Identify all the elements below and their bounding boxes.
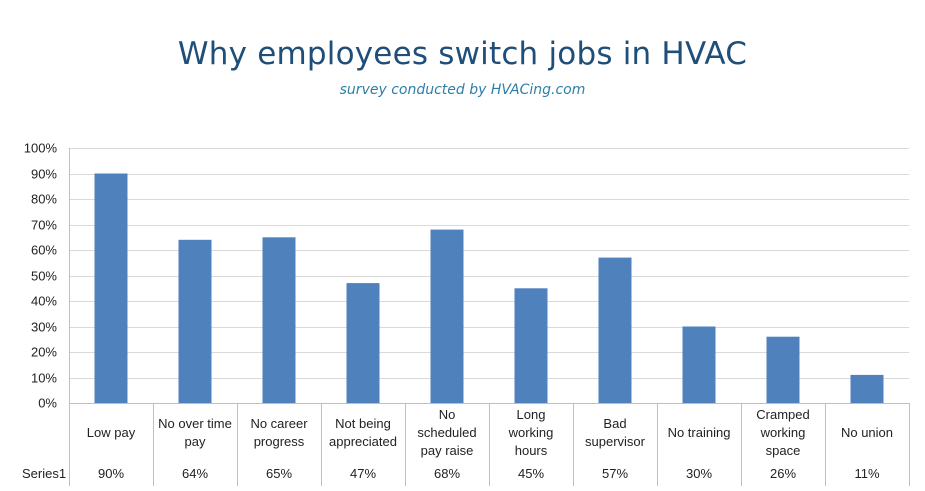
y-tick-label: 0%	[38, 396, 57, 411]
category-label: Low pay	[87, 425, 136, 440]
bar	[766, 336, 800, 403]
bar	[262, 237, 296, 404]
data-label: 57%	[602, 466, 628, 481]
y-tick-label: 10%	[31, 371, 57, 386]
data-label: 65%	[266, 466, 292, 481]
category-label: Cramped working space	[756, 407, 809, 458]
data-label: 26%	[770, 466, 796, 481]
y-tick-label: 20%	[31, 345, 57, 360]
data-label: 90%	[98, 466, 124, 481]
category-label: No over time pay	[158, 416, 232, 449]
y-tick-labels: 0% 10% 20% 30% 40% 50% 60% 70% 80% 90% 100%	[24, 141, 58, 411]
y-tick-label: 70%	[31, 218, 57, 233]
bars	[94, 173, 884, 404]
bar	[682, 326, 716, 403]
category-label: No career progress	[250, 416, 308, 449]
category-label: No scheduled pay raise	[417, 407, 476, 458]
category-label: Long working hours	[508, 407, 554, 458]
bar	[94, 173, 128, 403]
series-name: Series1	[22, 466, 66, 481]
bar	[178, 239, 212, 403]
y-tick-label: 30%	[31, 320, 57, 335]
data-table: Low pay No over time pay No career progress N…	[22, 403, 910, 486]
y-tick-label: 80%	[31, 192, 57, 207]
y-tick-label: 40%	[31, 294, 57, 309]
bar	[430, 229, 464, 403]
data-label: 45%	[518, 466, 544, 481]
y-tick-label: 90%	[31, 167, 57, 182]
category-label: No union	[841, 425, 893, 440]
data-label: 30%	[686, 466, 712, 481]
category-label: No training	[668, 425, 731, 440]
bar	[598, 257, 632, 403]
bar	[850, 374, 884, 403]
data-label: 11%	[854, 466, 879, 481]
data-label: 68%	[434, 466, 460, 481]
category-label: Bad supervisor	[585, 416, 646, 449]
y-tick-label: 50%	[31, 269, 57, 284]
bar	[346, 283, 380, 403]
chart-subtitle: survey conducted by HVACing.com	[339, 82, 586, 98]
chart-title: Why employees switch jobs in HVAC	[177, 36, 748, 72]
data-label: 64%	[182, 466, 208, 481]
category-label: Not being appreciated	[329, 416, 397, 449]
bar	[514, 288, 548, 404]
data-label: 47%	[350, 466, 376, 481]
y-tick-label: 60%	[31, 243, 57, 258]
y-tick-label: 100%	[24, 141, 58, 156]
